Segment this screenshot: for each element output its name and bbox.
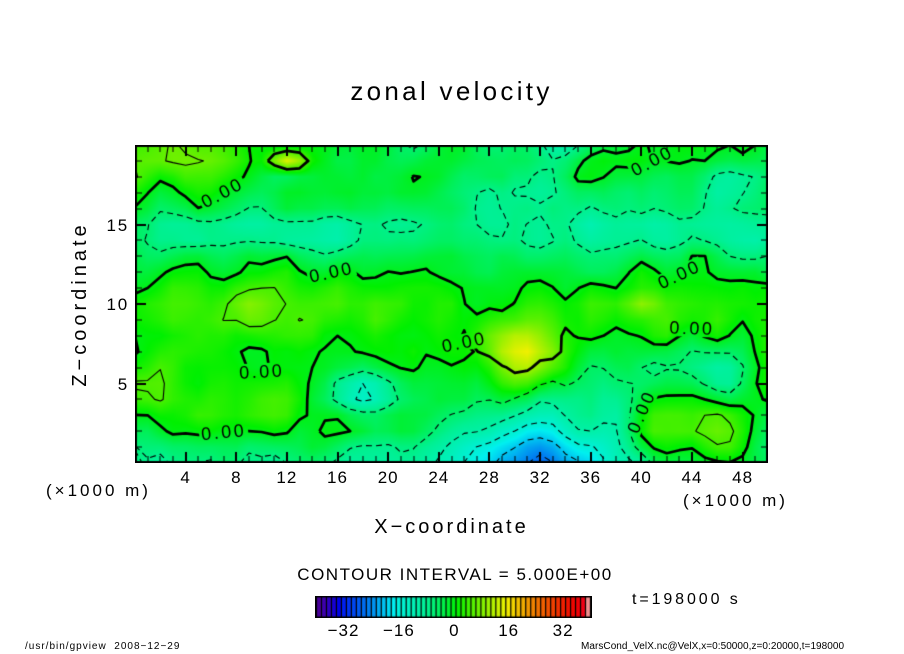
x-tick-label-20: 20 [377,468,399,487]
colorbar-tick-minus16: −16 [382,621,415,640]
plot-title: zonal velocity [350,76,553,106]
x-axis-unit-left: (×1000 m) [46,481,151,500]
x-axis-label: X−coordinate [374,516,529,538]
footer-command: /usr/bin/gpview 2008−12−29 [25,641,181,652]
y-tick-label-5: 5 [117,375,129,394]
x-tick-label-12: 12 [276,468,298,487]
x-tick-label-44: 44 [681,468,703,487]
colorbar-tick-minus32: −32 [327,621,360,640]
colorbar-tick-32: 32 [552,621,574,640]
contour-interval-label: CONTOUR INTERVAL = 5.000E+00 [297,565,613,584]
contour-plot-canvas [135,145,768,463]
colorbar [315,596,592,618]
x-tick-label-16: 16 [327,468,348,487]
x-tick-label-24: 24 [428,468,450,487]
x-tick-label-40: 40 [630,468,652,487]
x-tick-label-8: 8 [231,468,242,487]
x-tick-label-4: 4 [180,468,191,487]
x-tick-label-28: 28 [478,468,500,487]
time-label: t=198000 s [632,591,741,608]
colorbar-tick-0: 0 [449,621,460,640]
x-tick-label-36: 36 [580,468,602,487]
y-tick-label-15: 15 [106,216,129,235]
x-axis-unit-right: (×1000 m) [683,491,788,510]
colorbar-tick-16: 16 [498,621,520,640]
x-tick-label-32: 32 [529,468,551,487]
y-tick-label-10: 10 [106,295,129,314]
footer-dataset: MarsCond_VelX.nc@VelX,x=0:50000,z=0:2000… [581,641,845,652]
x-tick-label-48: 48 [732,468,754,487]
